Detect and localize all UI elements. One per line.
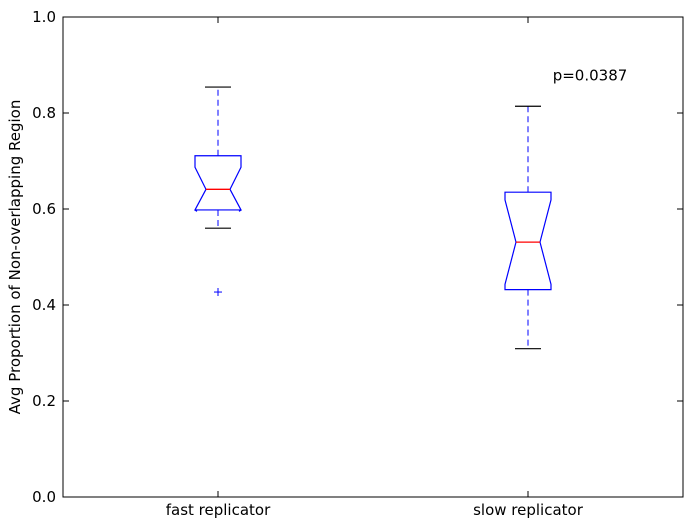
notch-extension-right	[238, 209, 242, 212]
x-tick-label: fast replicator	[166, 501, 271, 519]
y-tick-label: 0.0	[32, 488, 56, 506]
y-axis-label: Avg Proportion of Non-overlapping Region	[6, 100, 24, 415]
box-body	[194, 155, 242, 211]
y-tick-label: 0.4	[32, 296, 56, 314]
plot-layer	[194, 86, 552, 350]
box-group	[194, 86, 242, 297]
axes-layer: fast replicator slow replicator 0.0 0.2 0.4 0…	[32, 8, 683, 519]
y-tick-label: 0.6	[32, 200, 56, 218]
notch-extension-left	[194, 209, 198, 212]
plot-frame	[62, 16, 684, 498]
p-value-annotation: p=0.0387	[553, 67, 628, 85]
box-body	[504, 191, 552, 291]
y-tick-label: 0.2	[32, 392, 56, 410]
outlier-marker	[214, 288, 222, 297]
x-tick-label: slow replicator	[473, 501, 584, 519]
box-group	[504, 105, 552, 350]
y-tick-label: 0.8	[32, 104, 56, 122]
y-tick-label: 1.0	[32, 8, 56, 26]
